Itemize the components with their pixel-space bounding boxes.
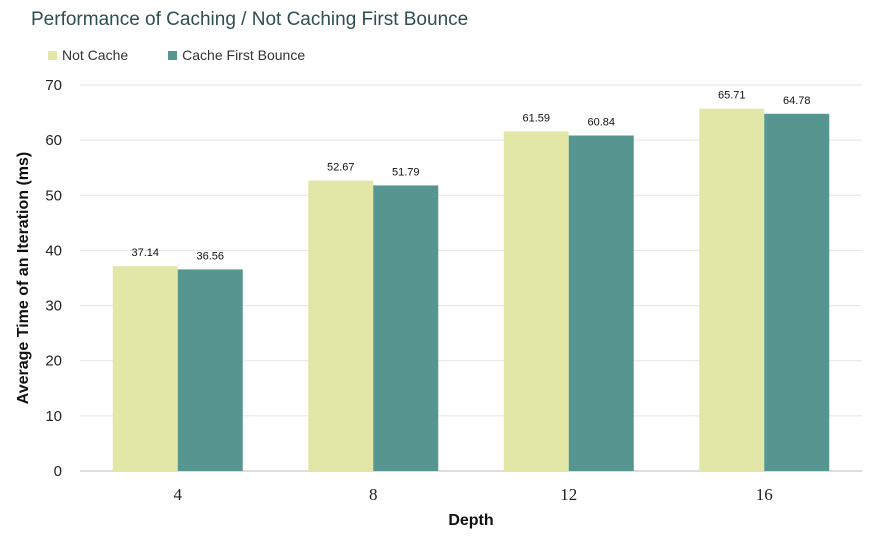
legend-label-not-cache: Not Cache	[62, 47, 129, 63]
x-tick-label: 16	[756, 485, 773, 504]
data-label: 36.56	[196, 250, 224, 262]
legend-label-cache-first-bounce: Cache First Bounce	[182, 47, 306, 63]
y-tick-label: 50	[45, 187, 62, 204]
data-label: 51.79	[392, 166, 420, 178]
bar-not-cache-12	[503, 131, 569, 472]
y-tick-label: 70	[45, 77, 62, 94]
data-label: 64.78	[783, 95, 811, 107]
data-label: 52.67	[327, 162, 355, 174]
bar-cache-first-bounce-12	[568, 135, 634, 471]
legend-item-not-cache: Not Cache	[48, 47, 128, 63]
chart-title: Performance of Caching / Not Caching Fir…	[31, 9, 469, 30]
legend-swatch-not-cache	[48, 50, 57, 60]
x-tick-label: 12	[560, 485, 577, 504]
x-axis-title: Depth	[448, 512, 493, 529]
y-tick-label: 10	[45, 408, 62, 425]
y-tick-label: 40	[45, 242, 62, 259]
data-label: 60.84	[587, 117, 615, 129]
y-tick-label: 60	[45, 132, 62, 149]
y-tick-label: 30	[45, 298, 62, 315]
x-axis-ticks: 4 8 12 16	[174, 485, 773, 504]
data-label: 37.14	[131, 247, 159, 259]
y-tick-label: 20	[45, 353, 62, 370]
x-tick-label: 8	[369, 485, 378, 504]
bar-cache-first-bounce-4	[177, 269, 243, 471]
bar-not-cache-8	[308, 180, 374, 472]
data-label: 65.71	[718, 90, 746, 102]
bar-not-cache-4	[112, 266, 178, 471]
bar-cache-first-bounce-8	[373, 185, 439, 471]
bar-cache-first-bounce-16	[764, 113, 830, 471]
legend: Not Cache Cache First Bounce	[48, 47, 345, 63]
legend-swatch-cache-first-bounce	[168, 50, 178, 60]
y-axis-title: Average Time of an Iteration (ms)	[15, 152, 32, 405]
bars: 37.14 36.56 52.67 51.79 61.59 60.84 65.71 64.78	[112, 90, 830, 472]
y-tick-label: 0	[54, 463, 62, 480]
bar-not-cache-16	[699, 108, 765, 472]
legend-item-cache-first-bounce: Cache First Bounce	[168, 47, 305, 63]
data-label: 61.59	[522, 112, 550, 124]
y-axis-ticks: 0 10 20 30 40 50 60 70	[45, 77, 62, 480]
x-tick-label: 4	[174, 485, 183, 504]
